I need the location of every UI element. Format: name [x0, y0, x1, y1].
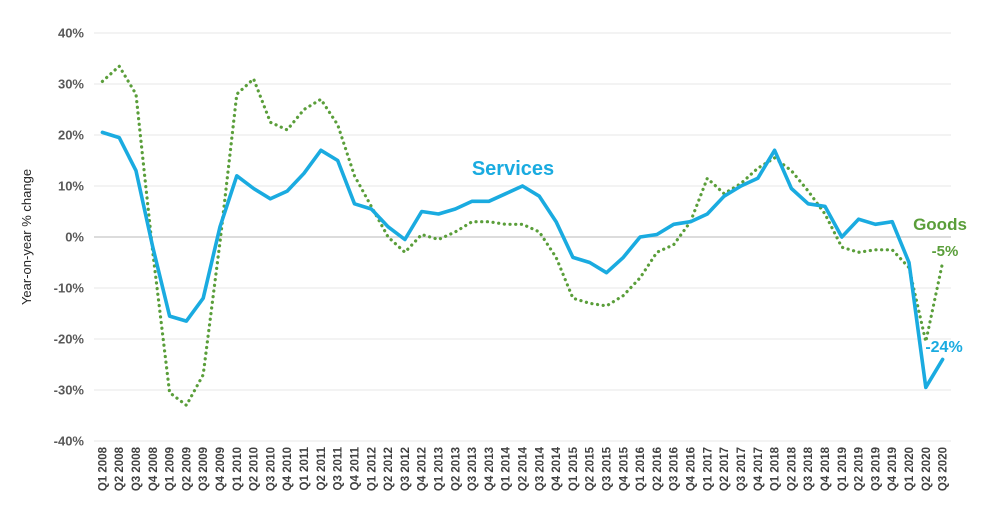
- x-tick-label: Q2 2015: [585, 446, 597, 491]
- series-line-services: [100, 130, 945, 390]
- x-tick-label: Q3 2012: [400, 447, 412, 491]
- x-tick-label: Q2 2019: [854, 447, 866, 491]
- x-tick-label: Q4 2010: [282, 447, 294, 491]
- x-tick-label: Q3 2011: [333, 446, 345, 490]
- x-tick-label: Q2 2014: [518, 446, 530, 491]
- x-tick-label: Q4 2017: [753, 447, 765, 491]
- end-label-services: -24%: [925, 339, 962, 356]
- x-tick-label: Q1 2010: [232, 447, 244, 491]
- x-tick-label: Q3 2009: [198, 447, 210, 491]
- x-axis-ticks: Q1 2008 Q2 2008 Q3 2008 Q4 2008 Q1 2009 Q2 20…: [97, 446, 949, 491]
- y-tick-label: -20%: [54, 332, 85, 347]
- y-tick-label: 10%: [58, 179, 84, 194]
- x-tick-label: Q2 2011: [316, 446, 328, 490]
- x-tick-label: Q1 2016: [635, 447, 647, 491]
- x-tick-label: Q2 2018: [786, 446, 798, 491]
- x-tick-label: Q3 2016: [669, 447, 681, 491]
- y-tick-label: -10%: [54, 281, 85, 296]
- x-tick-label: Q3 2015: [602, 446, 614, 491]
- x-tick-label: Q4 2018: [820, 446, 832, 491]
- x-tick-label: Q4 2011: [349, 446, 361, 490]
- y-tick-label: 40%: [58, 26, 84, 41]
- x-tick-label: Q3 2018: [803, 446, 815, 491]
- x-tick-label: Q1 2017: [702, 447, 714, 491]
- x-tick-label: Q4 2012: [417, 447, 429, 491]
- y-tick-label: -40%: [54, 434, 85, 449]
- y-tick-label: -30%: [54, 383, 85, 398]
- series-lines: [100, 64, 945, 407]
- x-tick-label: Q3 2019: [870, 447, 882, 491]
- x-tick-label: Q1 2014: [501, 446, 513, 491]
- x-tick-label: Q3 2020: [938, 447, 950, 491]
- series-labels: Services Goods -24% -5%: [472, 158, 967, 356]
- x-tick-label: Q4 2013: [484, 447, 496, 491]
- x-tick-label: Q2 2020: [921, 447, 933, 491]
- x-tick-label: Q2 2012: [383, 447, 395, 491]
- x-tick-label: Q1 2009: [165, 447, 177, 491]
- x-tick-label: Q4 2009: [215, 447, 227, 491]
- x-tick-label: Q2 2013: [450, 447, 462, 491]
- x-tick-label: Q4 2016: [686, 447, 698, 491]
- x-tick-label: Q1 2015: [568, 446, 580, 491]
- x-tick-label: Q3 2013: [467, 447, 479, 491]
- series-label-goods: Goods: [913, 215, 967, 234]
- series-label-services: Services: [472, 158, 554, 180]
- x-tick-label: Q2 2009: [181, 447, 193, 491]
- x-tick-label: Q1 2013: [433, 447, 445, 491]
- x-tick-label: Q4 2008: [148, 446, 160, 491]
- x-tick-label: Q4 2019: [887, 447, 899, 491]
- y-tick-label: 30%: [58, 77, 84, 92]
- x-tick-label: Q1 2018: [770, 446, 782, 491]
- y-axis-ticks: -40% -30% -20% -10% 0% 10% 20% 30% 40%: [54, 26, 85, 449]
- x-tick-label: Q1 2019: [837, 447, 849, 491]
- x-tick-label: Q4 2014: [551, 446, 563, 491]
- gridlines: [94, 32, 951, 442]
- x-tick-label: Q3 2008: [131, 446, 143, 491]
- y-axis-label: Year-on-year % change: [19, 169, 34, 305]
- x-tick-label: Q2 2016: [652, 447, 664, 491]
- x-tick-label: Q2 2008: [114, 446, 126, 491]
- x-tick-label: Q1 2020: [904, 447, 916, 491]
- x-tick-label: Q2 2010: [249, 447, 261, 491]
- end-label-goods: -5%: [932, 243, 959, 260]
- x-tick-label: Q3 2014: [534, 446, 546, 491]
- x-tick-label: Q1 2011: [299, 446, 311, 490]
- y-tick-label: 0%: [65, 230, 84, 245]
- x-tick-label: Q1 2008: [97, 446, 109, 491]
- x-tick-label: Q2 2017: [719, 447, 731, 491]
- series-line-goods: [100, 64, 945, 407]
- x-tick-label: Q3 2017: [736, 447, 748, 491]
- x-tick-label: Q3 2010: [265, 447, 277, 491]
- x-tick-label: Q1 2012: [366, 447, 378, 491]
- x-tick-label: Q4 2015: [618, 446, 630, 491]
- y-tick-label: 20%: [58, 128, 84, 143]
